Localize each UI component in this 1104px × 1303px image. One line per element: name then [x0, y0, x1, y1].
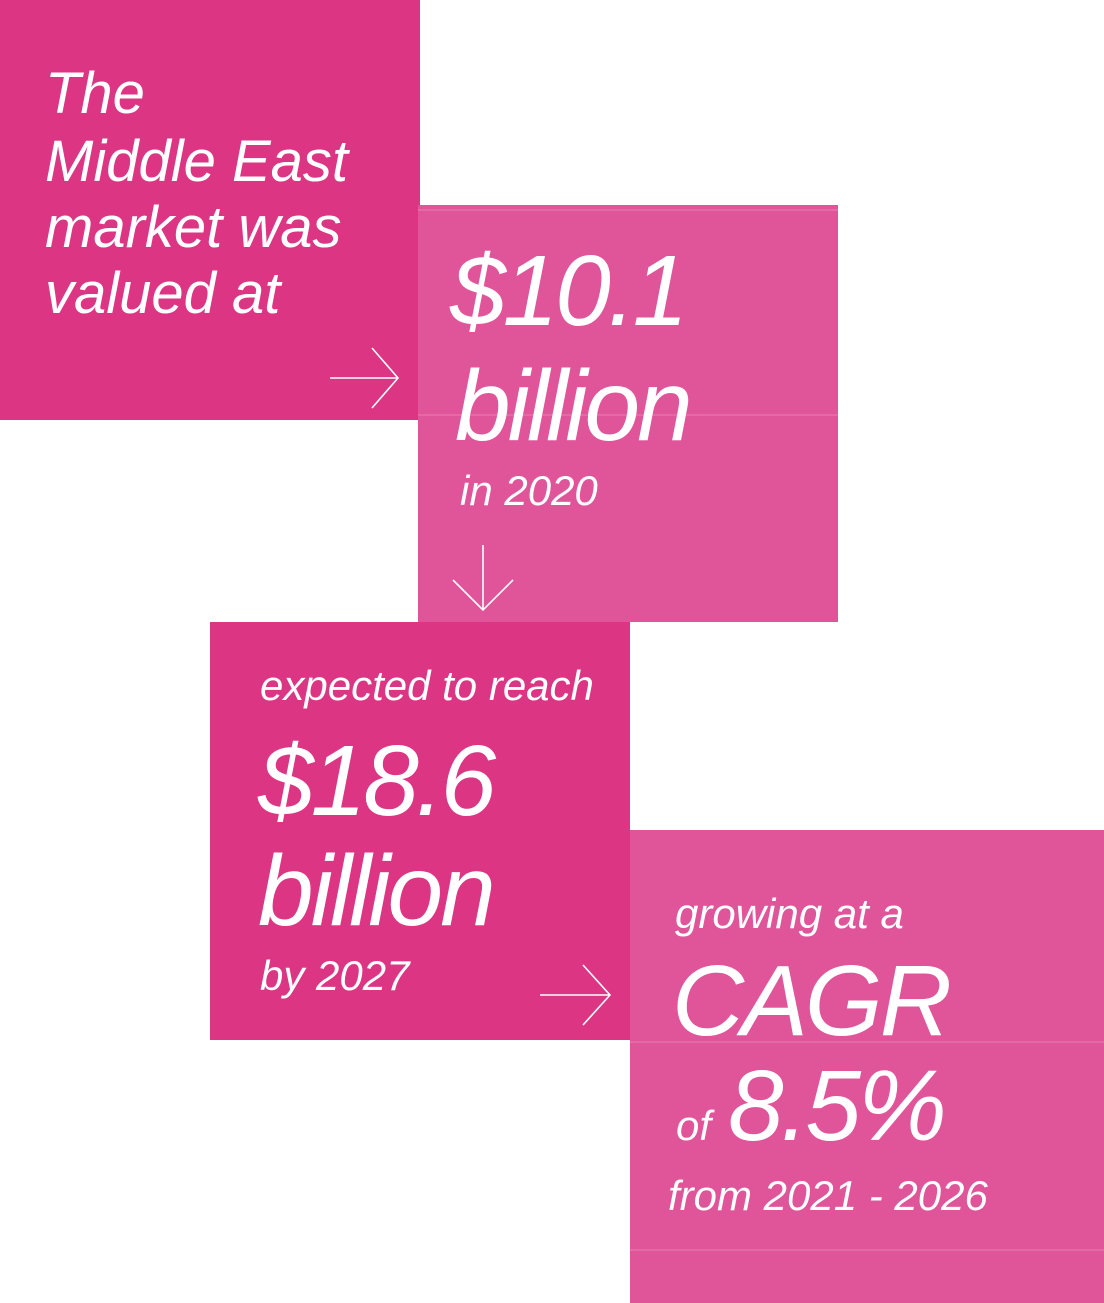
box: [0, 0, 420, 420]
text-line: from 2021 - 2026: [668, 1172, 989, 1219]
text-line: by 2027: [260, 952, 411, 999]
headline-value: $10.1: [449, 235, 685, 347]
text-line: of: [676, 1102, 715, 1149]
text-line: market was: [45, 195, 342, 260]
arrow-right: [540, 964, 612, 1026]
arrow-right: [330, 347, 400, 409]
text-line: The: [45, 61, 145, 126]
text-line: valued at: [45, 261, 283, 326]
box: [630, 830, 1104, 1303]
headline-value: billion: [258, 835, 493, 947]
text-line: in 2020: [460, 467, 598, 514]
text-line: Middle East: [45, 129, 351, 194]
arrow-down: [452, 545, 514, 612]
box: [210, 622, 630, 1040]
headline-value: billion: [455, 350, 690, 462]
text-line: expected to reach: [260, 662, 594, 709]
headline-value: 8.5%: [728, 1050, 944, 1162]
text-line: growing at a: [675, 890, 904, 937]
headline-value: CAGR: [672, 945, 950, 1057]
box: [418, 205, 838, 622]
headline-value: $18.6: [257, 725, 497, 837]
